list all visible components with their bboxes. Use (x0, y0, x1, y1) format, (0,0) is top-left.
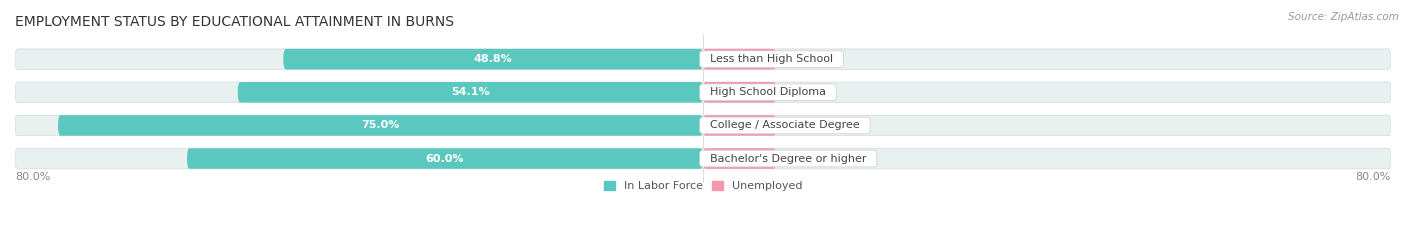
FancyBboxPatch shape (15, 49, 1391, 69)
Text: 48.8%: 48.8% (474, 54, 513, 64)
Text: 80.0%: 80.0% (15, 172, 51, 182)
FancyBboxPatch shape (15, 115, 1391, 136)
Text: 54.1%: 54.1% (451, 87, 489, 97)
FancyBboxPatch shape (187, 148, 703, 169)
FancyBboxPatch shape (703, 82, 776, 103)
Legend: In Labor Force, Unemployed: In Labor Force, Unemployed (599, 177, 807, 196)
Text: Source: ZipAtlas.com: Source: ZipAtlas.com (1288, 12, 1399, 22)
Text: EMPLOYMENT STATUS BY EDUCATIONAL ATTAINMENT IN BURNS: EMPLOYMENT STATUS BY EDUCATIONAL ATTAINM… (15, 15, 454, 29)
FancyBboxPatch shape (15, 82, 1391, 103)
Text: 60.0%: 60.0% (426, 154, 464, 164)
FancyBboxPatch shape (58, 115, 703, 136)
Text: Bachelor's Degree or higher: Bachelor's Degree or higher (703, 154, 873, 164)
Text: 0.0%: 0.0% (785, 87, 813, 97)
FancyBboxPatch shape (238, 82, 703, 103)
Text: 0.0%: 0.0% (785, 154, 813, 164)
Text: 0.0%: 0.0% (785, 54, 813, 64)
Text: 80.0%: 80.0% (1355, 172, 1391, 182)
Text: High School Diploma: High School Diploma (703, 87, 832, 97)
FancyBboxPatch shape (703, 115, 776, 136)
Text: 75.0%: 75.0% (361, 120, 399, 130)
FancyBboxPatch shape (284, 49, 703, 69)
Text: Less than High School: Less than High School (703, 54, 841, 64)
FancyBboxPatch shape (15, 148, 1391, 169)
FancyBboxPatch shape (703, 148, 776, 169)
Text: College / Associate Degree: College / Associate Degree (703, 120, 866, 130)
Text: 0.0%: 0.0% (785, 120, 813, 130)
FancyBboxPatch shape (703, 49, 776, 69)
